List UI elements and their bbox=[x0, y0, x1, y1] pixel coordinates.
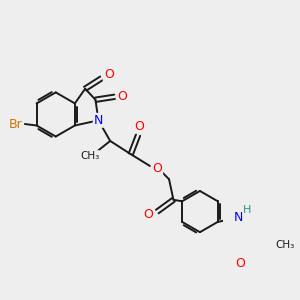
Text: Br: Br bbox=[9, 118, 23, 130]
Text: CH₃: CH₃ bbox=[80, 151, 99, 161]
Text: N: N bbox=[94, 114, 103, 127]
Text: H: H bbox=[243, 205, 251, 215]
Text: N: N bbox=[234, 211, 243, 224]
Text: O: O bbox=[143, 208, 153, 221]
Text: O: O bbox=[135, 120, 145, 133]
Text: O: O bbox=[104, 68, 114, 81]
Text: O: O bbox=[235, 256, 245, 270]
Text: CH₃: CH₃ bbox=[276, 240, 295, 250]
Text: O: O bbox=[118, 90, 128, 103]
Text: O: O bbox=[152, 162, 162, 176]
